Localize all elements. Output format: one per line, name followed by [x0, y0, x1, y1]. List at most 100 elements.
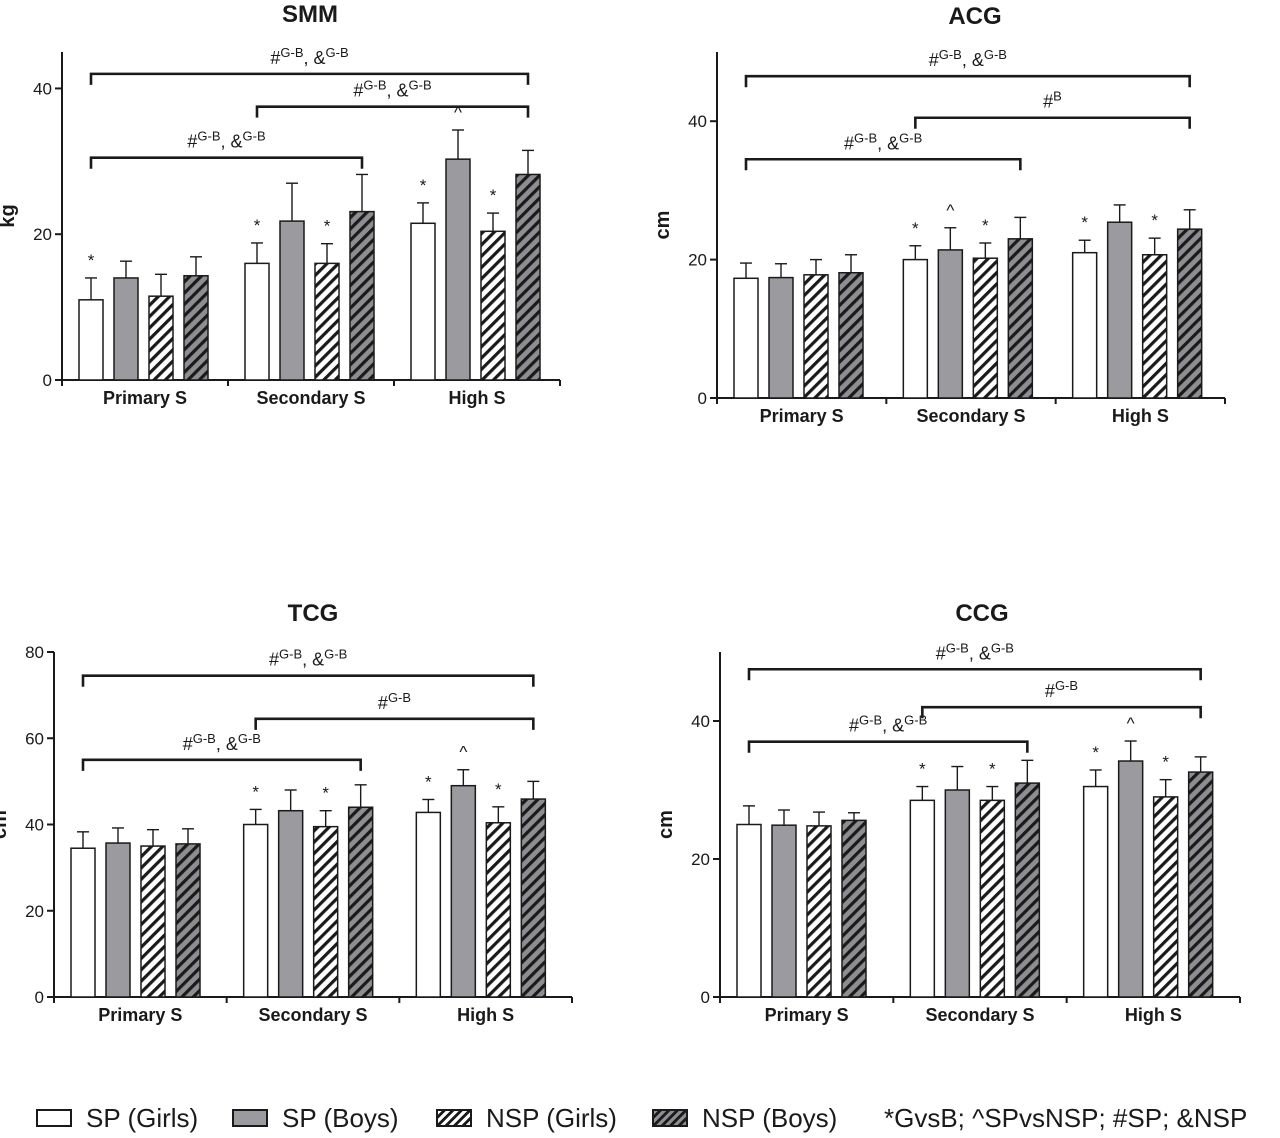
bar: [175, 843, 201, 998]
legend-item-sp-girls: SP (Girls): [36, 1098, 198, 1138]
legend-swatch-nsp-girls: [436, 1109, 472, 1127]
bar: [806, 825, 832, 998]
y-tick-label: 0: [35, 988, 44, 1007]
bracket-label-text: , &: [216, 734, 238, 754]
bracket-label: #G-B, &G-B: [929, 47, 1007, 71]
bracket-label: #G-B, &G-B: [270, 44, 348, 68]
legend-item-sp-boys: SP (Boys): [232, 1098, 399, 1138]
x-category-label: Primary S: [98, 1005, 182, 1025]
y-tick-label: 20: [691, 850, 710, 869]
bracket-label-sup: G-B: [324, 646, 347, 661]
significance-marker: *: [490, 186, 497, 205]
y-axis-label: cm: [655, 810, 677, 839]
bracket-label-text: , &: [969, 643, 991, 663]
x-category-label: Secondary S: [258, 1005, 367, 1025]
bar: [312, 825, 339, 998]
bracket-label-sup: G-B: [388, 689, 411, 704]
x-category-label: Secondary S: [256, 388, 365, 408]
bracket-label-text: #: [187, 132, 197, 152]
significance-marker: *: [1151, 211, 1158, 230]
bar: [979, 799, 1006, 998]
bar: [520, 798, 547, 998]
bar: [736, 823, 762, 998]
bracket-label-text: #: [269, 650, 279, 670]
bar: [105, 842, 131, 998]
bracket-label-text: #: [378, 693, 388, 713]
bracket-label-text: #: [183, 734, 193, 754]
y-tick-label: 0: [43, 371, 52, 390]
bracket-label: #B: [1043, 88, 1062, 112]
y-axis-label: kg: [0, 204, 19, 227]
legend-label: NSP (Girls): [486, 1102, 617, 1133]
bracket-label-text: , &: [962, 50, 984, 70]
bar: [944, 789, 971, 998]
significance-marker: *: [1092, 743, 1099, 762]
significance-bracket: [921, 705, 1202, 719]
x-category-label: High S: [1112, 406, 1169, 426]
bracket-label-sup: G-B: [238, 730, 261, 745]
bar: [485, 822, 512, 998]
bracket-label-sup: G-B: [280, 44, 303, 59]
legend-swatch-nsp-boys: [652, 1109, 688, 1127]
significance-marker: *: [324, 217, 331, 236]
legend-item-nsp-girls: NSP (Girls): [436, 1098, 617, 1138]
bracket-label: #G-B, &G-B: [353, 77, 431, 101]
bracket-label-text: #: [936, 643, 946, 663]
bar: [1007, 238, 1034, 399]
bar: [1071, 251, 1098, 399]
bar: [937, 249, 964, 399]
bracket-label-text: #: [270, 48, 280, 68]
y-tick-label: 60: [25, 729, 44, 748]
bar: [1014, 782, 1041, 998]
bar: [515, 173, 541, 381]
bar: [1106, 221, 1133, 399]
bracket-label: #G-B: [378, 689, 411, 713]
bar: [277, 809, 304, 998]
x-category-label: High S: [457, 1005, 514, 1025]
bracket-label-text: , &: [221, 132, 243, 152]
significance-marker: *: [989, 760, 996, 779]
bar: [78, 299, 104, 381]
x-category-label: High S: [1125, 1005, 1182, 1025]
bar: [838, 271, 864, 399]
bracket-label-sup: G-B: [193, 730, 216, 745]
significance-bracket: [747, 740, 1029, 753]
legend-note: *GvsB; ^SPvsNSP; #SP; &NSP: [884, 1103, 1248, 1133]
bracket-label: #G-B: [1045, 678, 1078, 702]
legend: SP (Girls) SP (Boys) NSP (Girls) NSP (Bo…: [0, 1098, 1280, 1138]
bracket-label-text: #: [1043, 92, 1053, 112]
y-tick-label: 20: [25, 902, 44, 921]
bar: [279, 220, 305, 381]
bar: [841, 819, 867, 998]
y-axis-label: cm: [652, 211, 674, 240]
y-tick-label: 40: [688, 112, 707, 131]
significance-marker: ^: [946, 201, 954, 220]
bar: [140, 845, 166, 998]
bracket-label-text: #: [353, 81, 363, 101]
bracket-label: #G-B, &G-B: [849, 712, 927, 736]
bar: [1141, 254, 1168, 399]
bar: [450, 784, 477, 998]
bracket-label-sup: G-B: [991, 640, 1014, 655]
legend-item-nsp-boys: NSP (Boys): [652, 1098, 837, 1138]
significance-marker: *: [425, 772, 432, 791]
chart-ccg: CCG cm 0 20 40 Primary S Secondary S High S * * ^ *…: [655, 600, 1241, 1025]
bar: [480, 230, 506, 381]
bar: [1082, 785, 1109, 998]
legend-swatch-sp-boys: [232, 1109, 268, 1127]
bar: [183, 275, 209, 381]
significance-marker: *: [982, 216, 989, 235]
bracket-label-sup: G-B: [899, 130, 922, 145]
bar: [1117, 760, 1144, 998]
bracket-label-text: , &: [302, 650, 324, 670]
significance-bracket: [914, 116, 1191, 129]
significance-marker: *: [919, 760, 926, 779]
significance-marker: *: [1162, 753, 1169, 772]
x-category-label: Secondary S: [925, 1005, 1034, 1025]
significance-bracket: [744, 74, 1191, 88]
bar: [349, 210, 375, 381]
bar: [113, 277, 139, 381]
bracket-label-text: #: [844, 133, 854, 153]
bracket-label: #G-B, &G-B: [187, 128, 265, 152]
bracket-label: #G-B, &G-B: [936, 640, 1014, 664]
